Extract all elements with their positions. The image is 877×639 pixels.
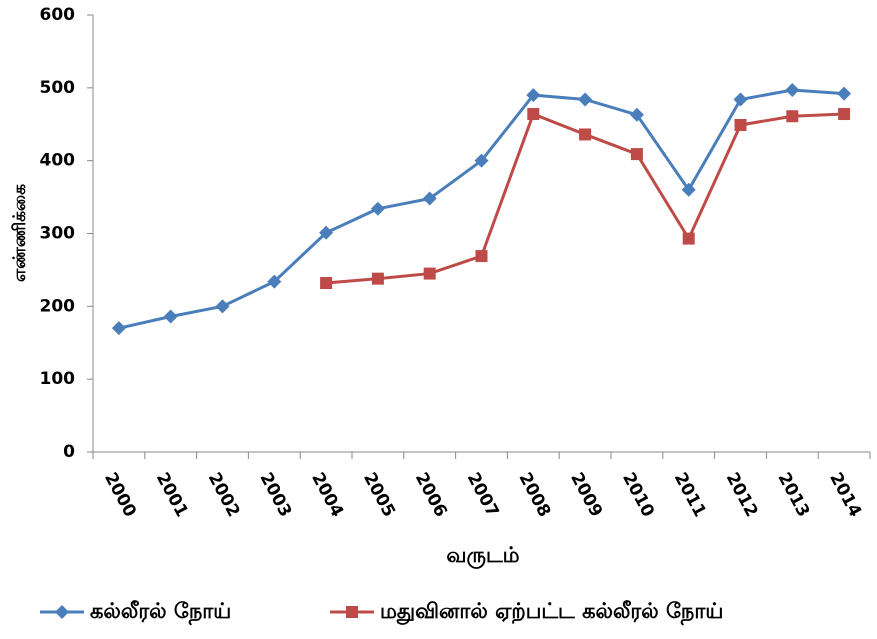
- data-point: [215, 299, 230, 314]
- x-tick-label: 2007: [463, 469, 503, 520]
- data-point: [681, 182, 696, 197]
- x-tick-label: 2001: [152, 469, 192, 520]
- legend-label: மதுவினால் ஏற்பட்ட கல்லீரல் நோய்: [380, 599, 723, 626]
- x-tick-label: 2006: [411, 469, 451, 520]
- y-tick-label: 500: [40, 78, 76, 98]
- data-point: [475, 250, 488, 263]
- y-tick-label: 200: [40, 296, 76, 316]
- data-point: [267, 274, 282, 289]
- data-point: [319, 225, 334, 240]
- data-point: [422, 191, 437, 206]
- data-point: [838, 108, 851, 121]
- x-tick-label: 2009: [566, 469, 606, 520]
- x-tick-label: 2002: [204, 469, 244, 520]
- y-tick-label: 0: [63, 442, 75, 462]
- x-tick-label: 2010: [618, 469, 658, 520]
- data-point: [578, 92, 593, 107]
- data-point: [629, 107, 644, 122]
- x-tick-label: 2012: [722, 469, 762, 520]
- data-point: [682, 232, 695, 245]
- x-tick-label: 2003: [255, 469, 295, 520]
- data-point: [630, 148, 643, 161]
- data-point: [786, 110, 799, 123]
- y-axis-label: எண்ணிக்கை: [10, 184, 30, 282]
- data-point: [579, 128, 592, 141]
- data-point: [111, 321, 126, 336]
- data-point: [320, 277, 333, 290]
- y-tick-label: 600: [40, 5, 76, 25]
- data-point: [733, 92, 748, 107]
- x-tick-label: 2008: [514, 469, 554, 520]
- data-point: [527, 108, 540, 121]
- y-tick-label: 400: [40, 151, 76, 171]
- data-point: [163, 309, 178, 324]
- x-tick-label: 2004: [307, 469, 347, 520]
- data-point: [371, 272, 384, 285]
- x-tick-label: 2000: [100, 469, 140, 520]
- x-tick-label: 2005: [359, 469, 399, 520]
- x-tick-label: 2011: [670, 469, 710, 520]
- x-tick-label: 2014: [825, 469, 865, 520]
- data-point: [370, 201, 385, 216]
- data-point: [526, 88, 541, 103]
- data-point: [785, 83, 800, 98]
- data-point: [423, 267, 436, 280]
- legend-marker: [55, 605, 69, 619]
- y-tick-label: 300: [40, 224, 76, 244]
- data-point: [734, 118, 747, 131]
- x-tick-label: 2013: [773, 469, 813, 520]
- legend-marker: [346, 606, 358, 618]
- data-point: [474, 153, 489, 168]
- x-axis-label: வருடம்: [446, 543, 519, 569]
- data-point: [837, 86, 852, 101]
- y-tick-label: 100: [40, 369, 76, 389]
- legend-label: கல்லீரல் நோய்: [90, 599, 231, 626]
